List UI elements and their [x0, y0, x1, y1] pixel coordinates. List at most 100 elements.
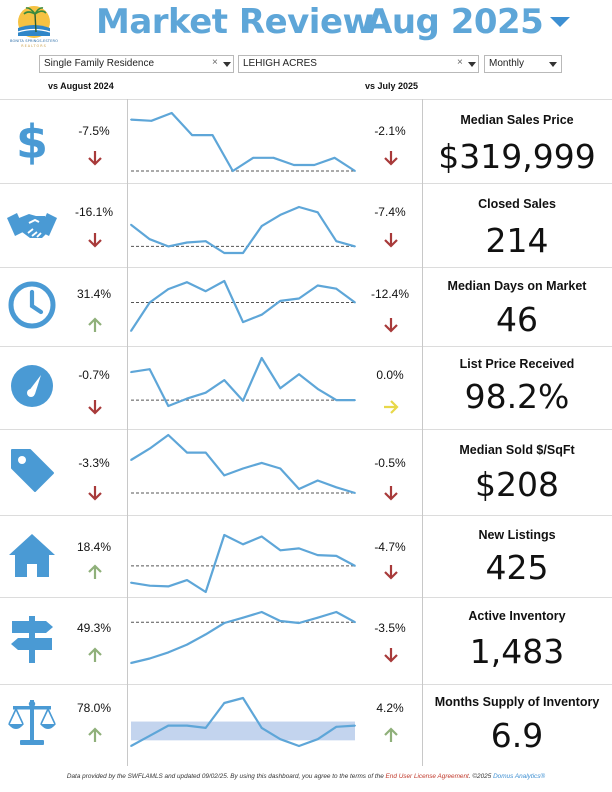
- data-point: [150, 119, 153, 122]
- metric-label: Median Sales Price: [460, 113, 574, 127]
- area-value: LEHIGH ACRES: [243, 58, 317, 69]
- header: BONITA SPRINGS-ESTERO REALTORS Market Re…: [0, 0, 612, 52]
- data-point: [242, 543, 244, 546]
- sparkline-months-supply: [128, 684, 360, 766]
- data-point: [279, 387, 282, 390]
- data-point: [242, 252, 244, 254]
- data-point: [167, 651, 170, 654]
- data-point: [130, 118, 132, 121]
- sparkline-median-sold-per-sqft: [128, 429, 360, 515]
- data-point: [186, 643, 188, 646]
- sparkline-chart: [130, 696, 356, 748]
- data-point: [223, 622, 226, 624]
- data-point: [260, 225, 263, 227]
- house-icon: [6, 529, 58, 581]
- data-point: [335, 555, 338, 557]
- data-point: [316, 738, 319, 741]
- down-arrow-icon: [382, 484, 400, 502]
- data-point: [298, 547, 300, 550]
- data-point: [335, 725, 338, 728]
- chevron-down-icon[interactable]: [223, 62, 231, 67]
- data-point: [204, 727, 207, 729]
- data-point: [316, 479, 319, 482]
- up-arrow-icon: [86, 316, 104, 334]
- handshake-icon: [6, 198, 58, 250]
- data-point: [335, 399, 338, 401]
- data-point: [272, 156, 275, 159]
- data-point: [260, 462, 263, 464]
- logo-text: BONITA SPRINGS-ESTERO: [10, 39, 58, 43]
- metric-label: Closed Sales: [478, 197, 556, 211]
- column-divider: [422, 99, 423, 766]
- data-point: [186, 579, 188, 581]
- eula-link[interactable]: End User License Agreement: [385, 773, 469, 780]
- period-value: Monthly: [489, 58, 525, 69]
- data-point: [242, 399, 244, 402]
- metric-row-median-sales-price: $ -7.5% -2.1% Median Sales Price $319,99…: [0, 99, 612, 183]
- data-point: [354, 621, 356, 624]
- metric-label: New Listings: [478, 528, 556, 542]
- chevron-down-icon[interactable]: [549, 62, 557, 67]
- right-arrow-icon: [382, 398, 400, 416]
- mom-column-header: vs July 2025: [365, 81, 419, 91]
- mom-change: -7.4%: [374, 205, 406, 219]
- clear-icon[interactable]: ×: [457, 57, 463, 68]
- data-point: [148, 368, 151, 371]
- metric-row-closed-sales: -16.1% -7.4% Closed Sales 214: [0, 183, 612, 267]
- domus-analytics-link[interactable]: Domus Analytics®: [493, 773, 546, 780]
- data-point: [204, 391, 207, 394]
- data-point: [223, 379, 226, 381]
- down-arrow-icon: [86, 231, 104, 249]
- data-point: [148, 301, 151, 304]
- data-point: [298, 373, 300, 376]
- data-point: [298, 206, 300, 208]
- period-select[interactable]: Monthly: [484, 55, 562, 73]
- data-point: [191, 134, 193, 136]
- mom-change: -0.5%: [374, 456, 406, 470]
- data-point: [167, 405, 170, 407]
- mom-change: -2.1%: [374, 124, 406, 138]
- data-point: [130, 581, 132, 584]
- down-arrow-icon: [382, 231, 400, 249]
- date-dropdown-caret-icon[interactable]: [550, 17, 570, 27]
- data-point: [148, 238, 151, 241]
- metric-label: List Price Received: [459, 357, 575, 371]
- metric-value: 1,483: [469, 632, 565, 671]
- data-point: [354, 492, 356, 494]
- series-line: [130, 433, 356, 495]
- metric-label: Median Sold $/SqFt: [459, 443, 575, 457]
- data-point: [279, 214, 282, 216]
- data-point: [335, 287, 338, 290]
- metric-row-new-listings: 18.4% -4.7% New Listings 425: [0, 515, 612, 597]
- metric-row-months-supply: 78.0% 4.2% Months Supply of Inventory 6.…: [0, 684, 612, 766]
- data-point: [130, 662, 132, 664]
- metric-label: Months Supply of Inventory: [434, 695, 600, 709]
- data-point: [167, 724, 170, 727]
- chevron-down-icon[interactable]: [468, 62, 476, 67]
- series-line: [130, 279, 356, 332]
- yoy-column-header: vs August 2024: [48, 81, 114, 91]
- sparkline-chart: [130, 279, 356, 332]
- data-point: [242, 616, 244, 619]
- metric-value: 214: [485, 221, 549, 260]
- data-point: [130, 330, 132, 332]
- data-point: [204, 633, 207, 636]
- report-date[interactable]: Aug 2025: [366, 2, 544, 42]
- data-point: [186, 724, 188, 727]
- data-point: [170, 112, 173, 114]
- down-arrow-icon: [382, 646, 400, 664]
- footer-copyright: . ©2025: [468, 773, 494, 780]
- divider: [0, 429, 612, 430]
- data-point: [354, 565, 356, 567]
- data-point: [335, 611, 338, 613]
- property-type-select[interactable]: Single Family Residence ×: [39, 55, 234, 73]
- data-point: [316, 616, 319, 619]
- area-select[interactable]: LEHIGH ACRES ×: [238, 55, 479, 73]
- association-logo: BONITA SPRINGS-ESTERO REALTORS: [6, 2, 62, 50]
- mom-change: 0.0%: [376, 368, 404, 382]
- metric-label: Active Inventory: [468, 609, 566, 623]
- yoy-change: -7.5%: [78, 124, 110, 138]
- up-arrow-icon: [86, 563, 104, 581]
- divider: [0, 515, 612, 516]
- clear-icon[interactable]: ×: [212, 57, 218, 68]
